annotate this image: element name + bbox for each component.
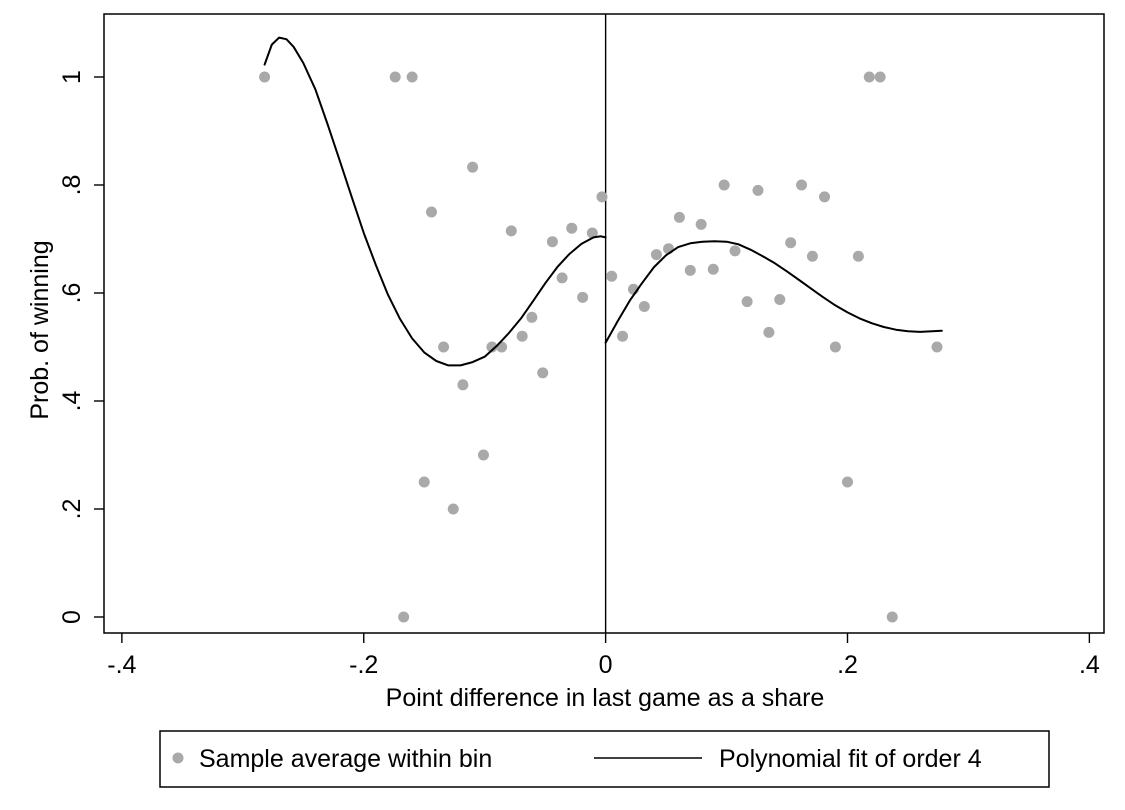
- scatter-point: [752, 184, 764, 196]
- plot-area: [103, 13, 1105, 634]
- scatter-point: [259, 71, 271, 83]
- scatter-point: [526, 311, 538, 323]
- scatter-point: [829, 341, 841, 353]
- scatter-point: [486, 341, 498, 353]
- x-tick-label: .4: [1079, 651, 1100, 679]
- fit-curve: [263, 36, 943, 367]
- legend-box: [159, 730, 1050, 788]
- scatter-point: [684, 264, 696, 276]
- scatter-point: [457, 379, 469, 391]
- scatter-point: [586, 227, 598, 239]
- x-tick-label: -.2: [349, 651, 378, 679]
- scatter-point: [406, 71, 418, 83]
- axis-ticks: -.4 -.2 0 .2 .4 0 .2 .4 .6 .8 1: [58, 70, 1100, 679]
- y-tick-label: .4: [58, 390, 86, 411]
- scatter-point: [741, 296, 753, 308]
- scatter-point: [606, 270, 618, 282]
- y-tick-label: .8: [58, 175, 86, 196]
- scatter-point: [931, 341, 943, 353]
- scatter-point: [505, 225, 517, 237]
- scatter-point: [842, 476, 853, 488]
- scatter-point: [418, 476, 430, 488]
- scatter-point: [596, 191, 608, 203]
- y-tick-label: 0: [58, 610, 86, 624]
- scatter-point: [886, 611, 898, 623]
- scatter-point: [477, 449, 489, 461]
- y-tick-label: .2: [58, 499, 86, 520]
- scatter-point: [673, 211, 685, 223]
- scatter-point: [874, 71, 886, 83]
- scatter-point: [537, 367, 549, 379]
- scatter-point: [389, 71, 401, 83]
- x-tick-label: -.4: [107, 651, 136, 679]
- scatter-point: [447, 503, 459, 515]
- scatter-point: [785, 237, 797, 249]
- scatter-point: [496, 341, 508, 353]
- scatter-point: [638, 301, 650, 312]
- scatter-point: [763, 326, 775, 338]
- scatter-point: [438, 341, 450, 353]
- scatter-point: [718, 179, 730, 191]
- scatter-point: [650, 249, 662, 261]
- scatter-point: [546, 236, 558, 248]
- scatter-point: [516, 330, 528, 342]
- fit-line-segment: [263, 36, 607, 367]
- scatter-point: [774, 293, 786, 305]
- scatter-point: [467, 161, 479, 173]
- scatter-point: [556, 272, 568, 284]
- y-tick-label: .6: [58, 283, 86, 304]
- plot-frame: [103, 13, 1105, 634]
- scatter-point: [819, 191, 831, 203]
- y-tick-label: 1: [58, 70, 86, 84]
- scatter-point: [806, 250, 818, 262]
- scatter-point: [729, 245, 741, 257]
- scatter-point: [398, 611, 410, 623]
- legend-label-points: Sample average within bin: [199, 745, 492, 773]
- scatter-point: [425, 206, 437, 218]
- scatter-point: [852, 250, 864, 262]
- scatter-point: [577, 291, 589, 303]
- scatter-point: [617, 330, 629, 342]
- legend: Sample average within bin Polynomial fit…: [159, 730, 1050, 788]
- scatter-point: [695, 218, 707, 230]
- legend-marker-points: [172, 752, 184, 764]
- scatter-point: [863, 71, 875, 83]
- scatter-point: [566, 222, 578, 234]
- scatter-point: [707, 263, 719, 275]
- x-tick-label: .2: [837, 651, 858, 679]
- fit-line-segment: [604, 240, 943, 344]
- x-tick-label: 0: [599, 651, 613, 679]
- y-axis-title: Prob. of winning: [26, 240, 54, 419]
- scatter-point: [796, 179, 808, 191]
- scatter-points: [259, 71, 943, 623]
- legend-label-line: Polynomial fit of order 4: [719, 745, 982, 773]
- x-axis-title: Point difference in last game as a share: [386, 684, 825, 712]
